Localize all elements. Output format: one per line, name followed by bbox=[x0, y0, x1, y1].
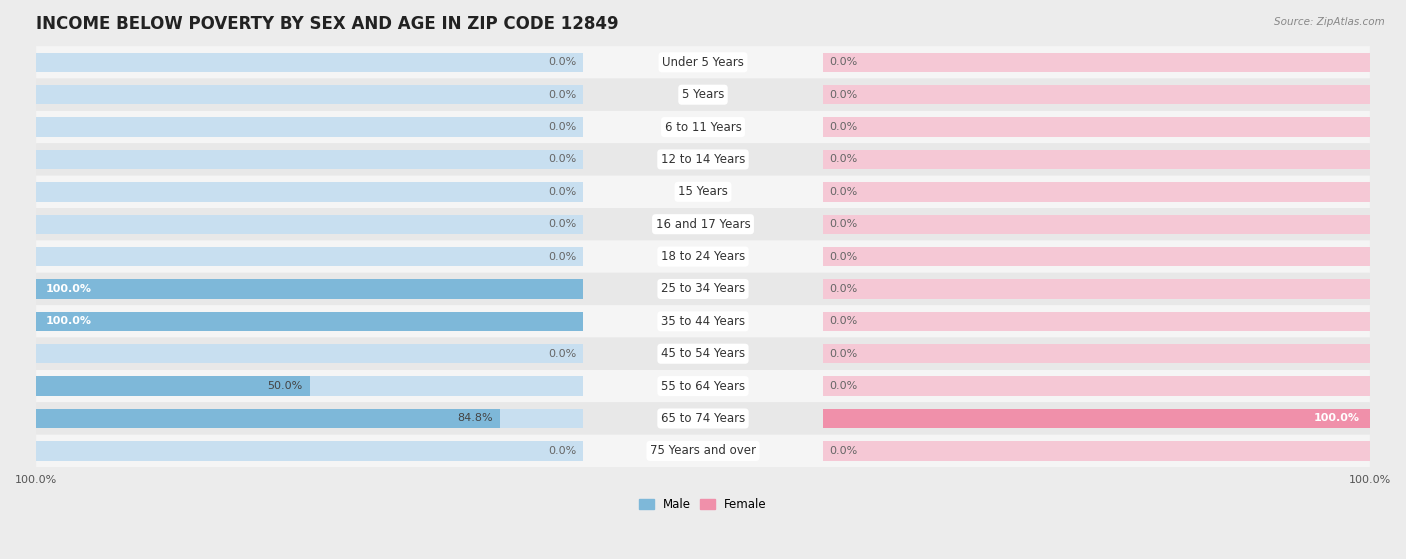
Text: 0.0%: 0.0% bbox=[548, 89, 576, 100]
Text: 25 to 34 Years: 25 to 34 Years bbox=[661, 282, 745, 296]
Text: 0.0%: 0.0% bbox=[830, 446, 858, 456]
Bar bbox=[823, 53, 1369, 72]
Bar bbox=[823, 311, 1369, 331]
FancyBboxPatch shape bbox=[37, 240, 1369, 273]
Text: 50.0%: 50.0% bbox=[267, 381, 302, 391]
Bar bbox=[37, 376, 583, 396]
FancyBboxPatch shape bbox=[37, 273, 1369, 305]
Bar bbox=[37, 53, 583, 72]
Bar bbox=[37, 85, 583, 105]
Bar bbox=[823, 117, 1369, 137]
Bar bbox=[823, 280, 1369, 299]
Bar bbox=[37, 376, 309, 396]
Bar bbox=[37, 344, 583, 363]
Text: 100.0%: 100.0% bbox=[46, 316, 93, 326]
Text: 0.0%: 0.0% bbox=[548, 122, 576, 132]
Bar bbox=[37, 280, 583, 299]
Bar bbox=[823, 409, 1369, 428]
Text: 0.0%: 0.0% bbox=[548, 349, 576, 359]
FancyBboxPatch shape bbox=[37, 143, 1369, 176]
Bar bbox=[823, 85, 1369, 105]
Bar bbox=[823, 150, 1369, 169]
Text: 0.0%: 0.0% bbox=[830, 284, 858, 294]
Bar bbox=[823, 182, 1369, 202]
Bar bbox=[37, 247, 583, 266]
Text: 0.0%: 0.0% bbox=[548, 58, 576, 67]
Text: 35 to 44 Years: 35 to 44 Years bbox=[661, 315, 745, 328]
FancyBboxPatch shape bbox=[37, 435, 1369, 467]
Text: 100.0%: 100.0% bbox=[1313, 414, 1360, 424]
Bar bbox=[37, 409, 583, 428]
Bar bbox=[823, 409, 1369, 428]
Text: 0.0%: 0.0% bbox=[548, 187, 576, 197]
Text: 15 Years: 15 Years bbox=[678, 186, 728, 198]
Text: 0.0%: 0.0% bbox=[830, 349, 858, 359]
Bar bbox=[37, 280, 583, 299]
Bar bbox=[37, 311, 583, 331]
FancyBboxPatch shape bbox=[37, 402, 1369, 435]
Bar bbox=[37, 409, 501, 428]
Text: 6 to 11 Years: 6 to 11 Years bbox=[665, 121, 741, 134]
Bar bbox=[823, 247, 1369, 266]
Text: 0.0%: 0.0% bbox=[830, 252, 858, 262]
Text: 0.0%: 0.0% bbox=[548, 252, 576, 262]
FancyBboxPatch shape bbox=[37, 305, 1369, 338]
Text: 18 to 24 Years: 18 to 24 Years bbox=[661, 250, 745, 263]
Text: 16 and 17 Years: 16 and 17 Years bbox=[655, 217, 751, 231]
Text: 55 to 64 Years: 55 to 64 Years bbox=[661, 380, 745, 392]
Text: 0.0%: 0.0% bbox=[830, 122, 858, 132]
Text: 12 to 14 Years: 12 to 14 Years bbox=[661, 153, 745, 166]
Bar bbox=[37, 441, 583, 461]
Text: 0.0%: 0.0% bbox=[830, 187, 858, 197]
FancyBboxPatch shape bbox=[37, 338, 1369, 370]
Text: Source: ZipAtlas.com: Source: ZipAtlas.com bbox=[1274, 17, 1385, 27]
Bar bbox=[37, 150, 583, 169]
Bar bbox=[823, 376, 1369, 396]
Text: 5 Years: 5 Years bbox=[682, 88, 724, 101]
Text: 75 Years and over: 75 Years and over bbox=[650, 444, 756, 457]
Bar bbox=[37, 311, 583, 331]
Legend: Male, Female: Male, Female bbox=[634, 493, 772, 516]
FancyBboxPatch shape bbox=[37, 370, 1369, 402]
Text: Under 5 Years: Under 5 Years bbox=[662, 56, 744, 69]
Bar bbox=[823, 441, 1369, 461]
FancyBboxPatch shape bbox=[37, 208, 1369, 240]
Text: 84.8%: 84.8% bbox=[457, 414, 494, 424]
FancyBboxPatch shape bbox=[37, 176, 1369, 208]
Bar bbox=[37, 215, 583, 234]
Text: 0.0%: 0.0% bbox=[830, 89, 858, 100]
Bar bbox=[823, 344, 1369, 363]
Text: 0.0%: 0.0% bbox=[830, 381, 858, 391]
Text: 0.0%: 0.0% bbox=[830, 219, 858, 229]
Text: 0.0%: 0.0% bbox=[830, 316, 858, 326]
Bar bbox=[37, 117, 583, 137]
Bar bbox=[37, 182, 583, 202]
Text: 0.0%: 0.0% bbox=[830, 58, 858, 67]
FancyBboxPatch shape bbox=[37, 111, 1369, 143]
Text: 100.0%: 100.0% bbox=[46, 284, 93, 294]
FancyBboxPatch shape bbox=[37, 46, 1369, 78]
Text: 45 to 54 Years: 45 to 54 Years bbox=[661, 347, 745, 360]
Text: 0.0%: 0.0% bbox=[548, 219, 576, 229]
Text: INCOME BELOW POVERTY BY SEX AND AGE IN ZIP CODE 12849: INCOME BELOW POVERTY BY SEX AND AGE IN Z… bbox=[37, 15, 619, 33]
Text: 65 to 74 Years: 65 to 74 Years bbox=[661, 412, 745, 425]
Bar bbox=[823, 215, 1369, 234]
Text: 0.0%: 0.0% bbox=[548, 446, 576, 456]
Text: 0.0%: 0.0% bbox=[548, 154, 576, 164]
Text: 0.0%: 0.0% bbox=[830, 154, 858, 164]
FancyBboxPatch shape bbox=[37, 78, 1369, 111]
